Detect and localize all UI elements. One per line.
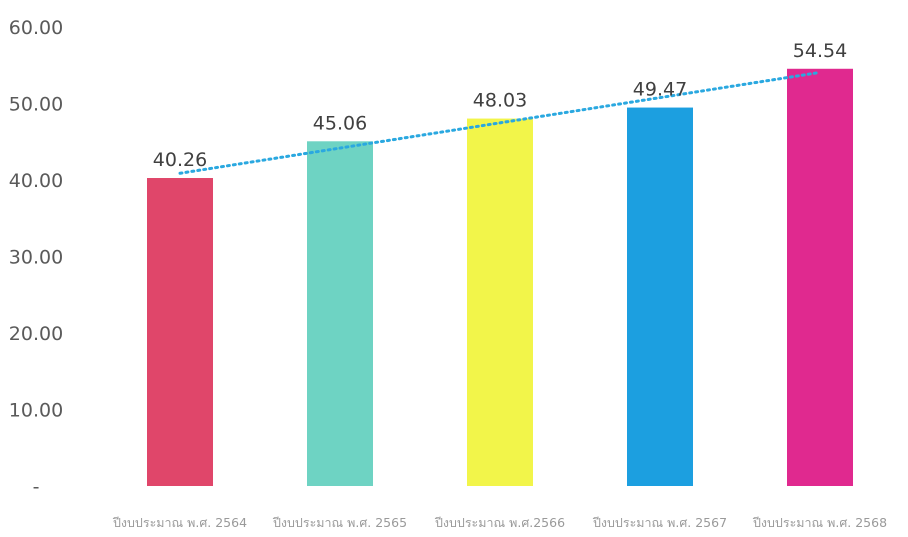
bar — [787, 68, 853, 487]
data-label: 49.47 — [633, 79, 687, 101]
x-tick-label: ปีงบประมาณ พ.ศ. 2565 — [273, 515, 407, 530]
bar — [147, 178, 213, 487]
bars — [147, 68, 853, 487]
x-tick-label: ปีงบประมาณ พ.ศ. 2568 — [753, 515, 887, 530]
bar — [307, 141, 373, 486]
y-axis: - 10.00 20.00 30.00 40.00 50.00 60.00 — [9, 17, 63, 498]
y-tick-label: 30.00 — [9, 247, 63, 269]
y-tick-label: - — [33, 476, 40, 498]
x-tick-label: ปีงบประมาณ พ.ศ.2566 — [435, 515, 565, 530]
x-tick-label: ปีงบประมาณ พ.ศ. 2564 — [113, 515, 247, 530]
value-labels: 40.26 45.06 48.03 49.47 54.54 — [153, 40, 847, 171]
trendline — [178, 70, 822, 175]
y-tick-label: 60.00 — [9, 17, 63, 39]
data-label: 48.03 — [473, 90, 527, 112]
data-label: 45.06 — [313, 112, 367, 134]
y-tick-label: 40.00 — [9, 170, 63, 192]
bar — [467, 118, 533, 487]
bar — [627, 107, 693, 486]
trendline-group — [178, 70, 822, 175]
x-axis: ปีงบประมาณ พ.ศ. 2564 ปีงบประมาณ พ.ศ. 2565… — [113, 515, 887, 530]
y-tick-label: 50.00 — [9, 94, 63, 116]
x-tick-label: ปีงบประมาณ พ.ศ. 2567 — [593, 515, 727, 530]
data-label: 54.54 — [793, 40, 847, 62]
data-label: 40.26 — [153, 149, 207, 171]
y-tick-label: 20.00 — [9, 323, 63, 345]
y-tick-label: 10.00 — [9, 400, 63, 422]
